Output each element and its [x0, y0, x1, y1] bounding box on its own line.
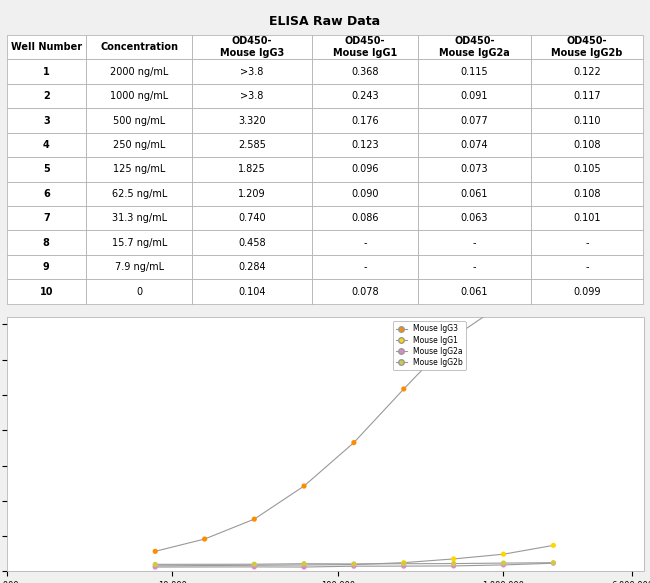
Mouse IgG3	[448, 332, 459, 342]
Mouse IgG2b	[398, 559, 409, 568]
Mouse IgG2a	[299, 563, 309, 572]
Mouse IgG2b	[548, 558, 558, 567]
Mouse IgG1	[348, 560, 359, 569]
Mouse IgG2a	[398, 561, 409, 571]
Mouse IgG2a	[448, 561, 459, 571]
Mouse IgG2b	[150, 560, 161, 569]
Mouse IgG3	[499, 298, 509, 308]
Mouse IgG3	[299, 482, 309, 491]
Mouse IgG2a	[499, 560, 509, 570]
Mouse IgG2b	[249, 560, 259, 569]
Mouse IgG2a	[150, 563, 161, 572]
Mouse IgG2b	[499, 559, 509, 568]
Mouse IgG2b	[348, 559, 359, 568]
Mouse IgG3	[398, 384, 409, 394]
Text: ELISA Raw Data: ELISA Raw Data	[270, 15, 380, 27]
Mouse IgG3	[348, 438, 359, 447]
Mouse IgG1	[249, 561, 259, 570]
Mouse IgG2a	[548, 559, 558, 568]
Mouse IgG3	[150, 547, 161, 556]
Mouse IgG3	[548, 298, 558, 308]
Mouse IgG3	[200, 535, 210, 544]
Mouse IgG1	[398, 558, 409, 567]
Mouse IgG2a	[348, 561, 359, 571]
Mouse IgG1	[150, 561, 161, 571]
Mouse IgG2b	[448, 559, 459, 568]
Mouse IgG3	[249, 514, 259, 524]
Mouse IgG1	[299, 560, 309, 570]
Mouse IgG2a	[249, 562, 259, 571]
Legend: Mouse IgG3, Mouse IgG1, Mouse IgG2a, Mouse IgG2b: Mouse IgG3, Mouse IgG1, Mouse IgG2a, Mou…	[393, 321, 466, 370]
Mouse IgG1	[499, 550, 509, 559]
Mouse IgG2b	[299, 559, 309, 568]
Mouse IgG1	[548, 540, 558, 550]
Mouse IgG1	[448, 554, 459, 564]
